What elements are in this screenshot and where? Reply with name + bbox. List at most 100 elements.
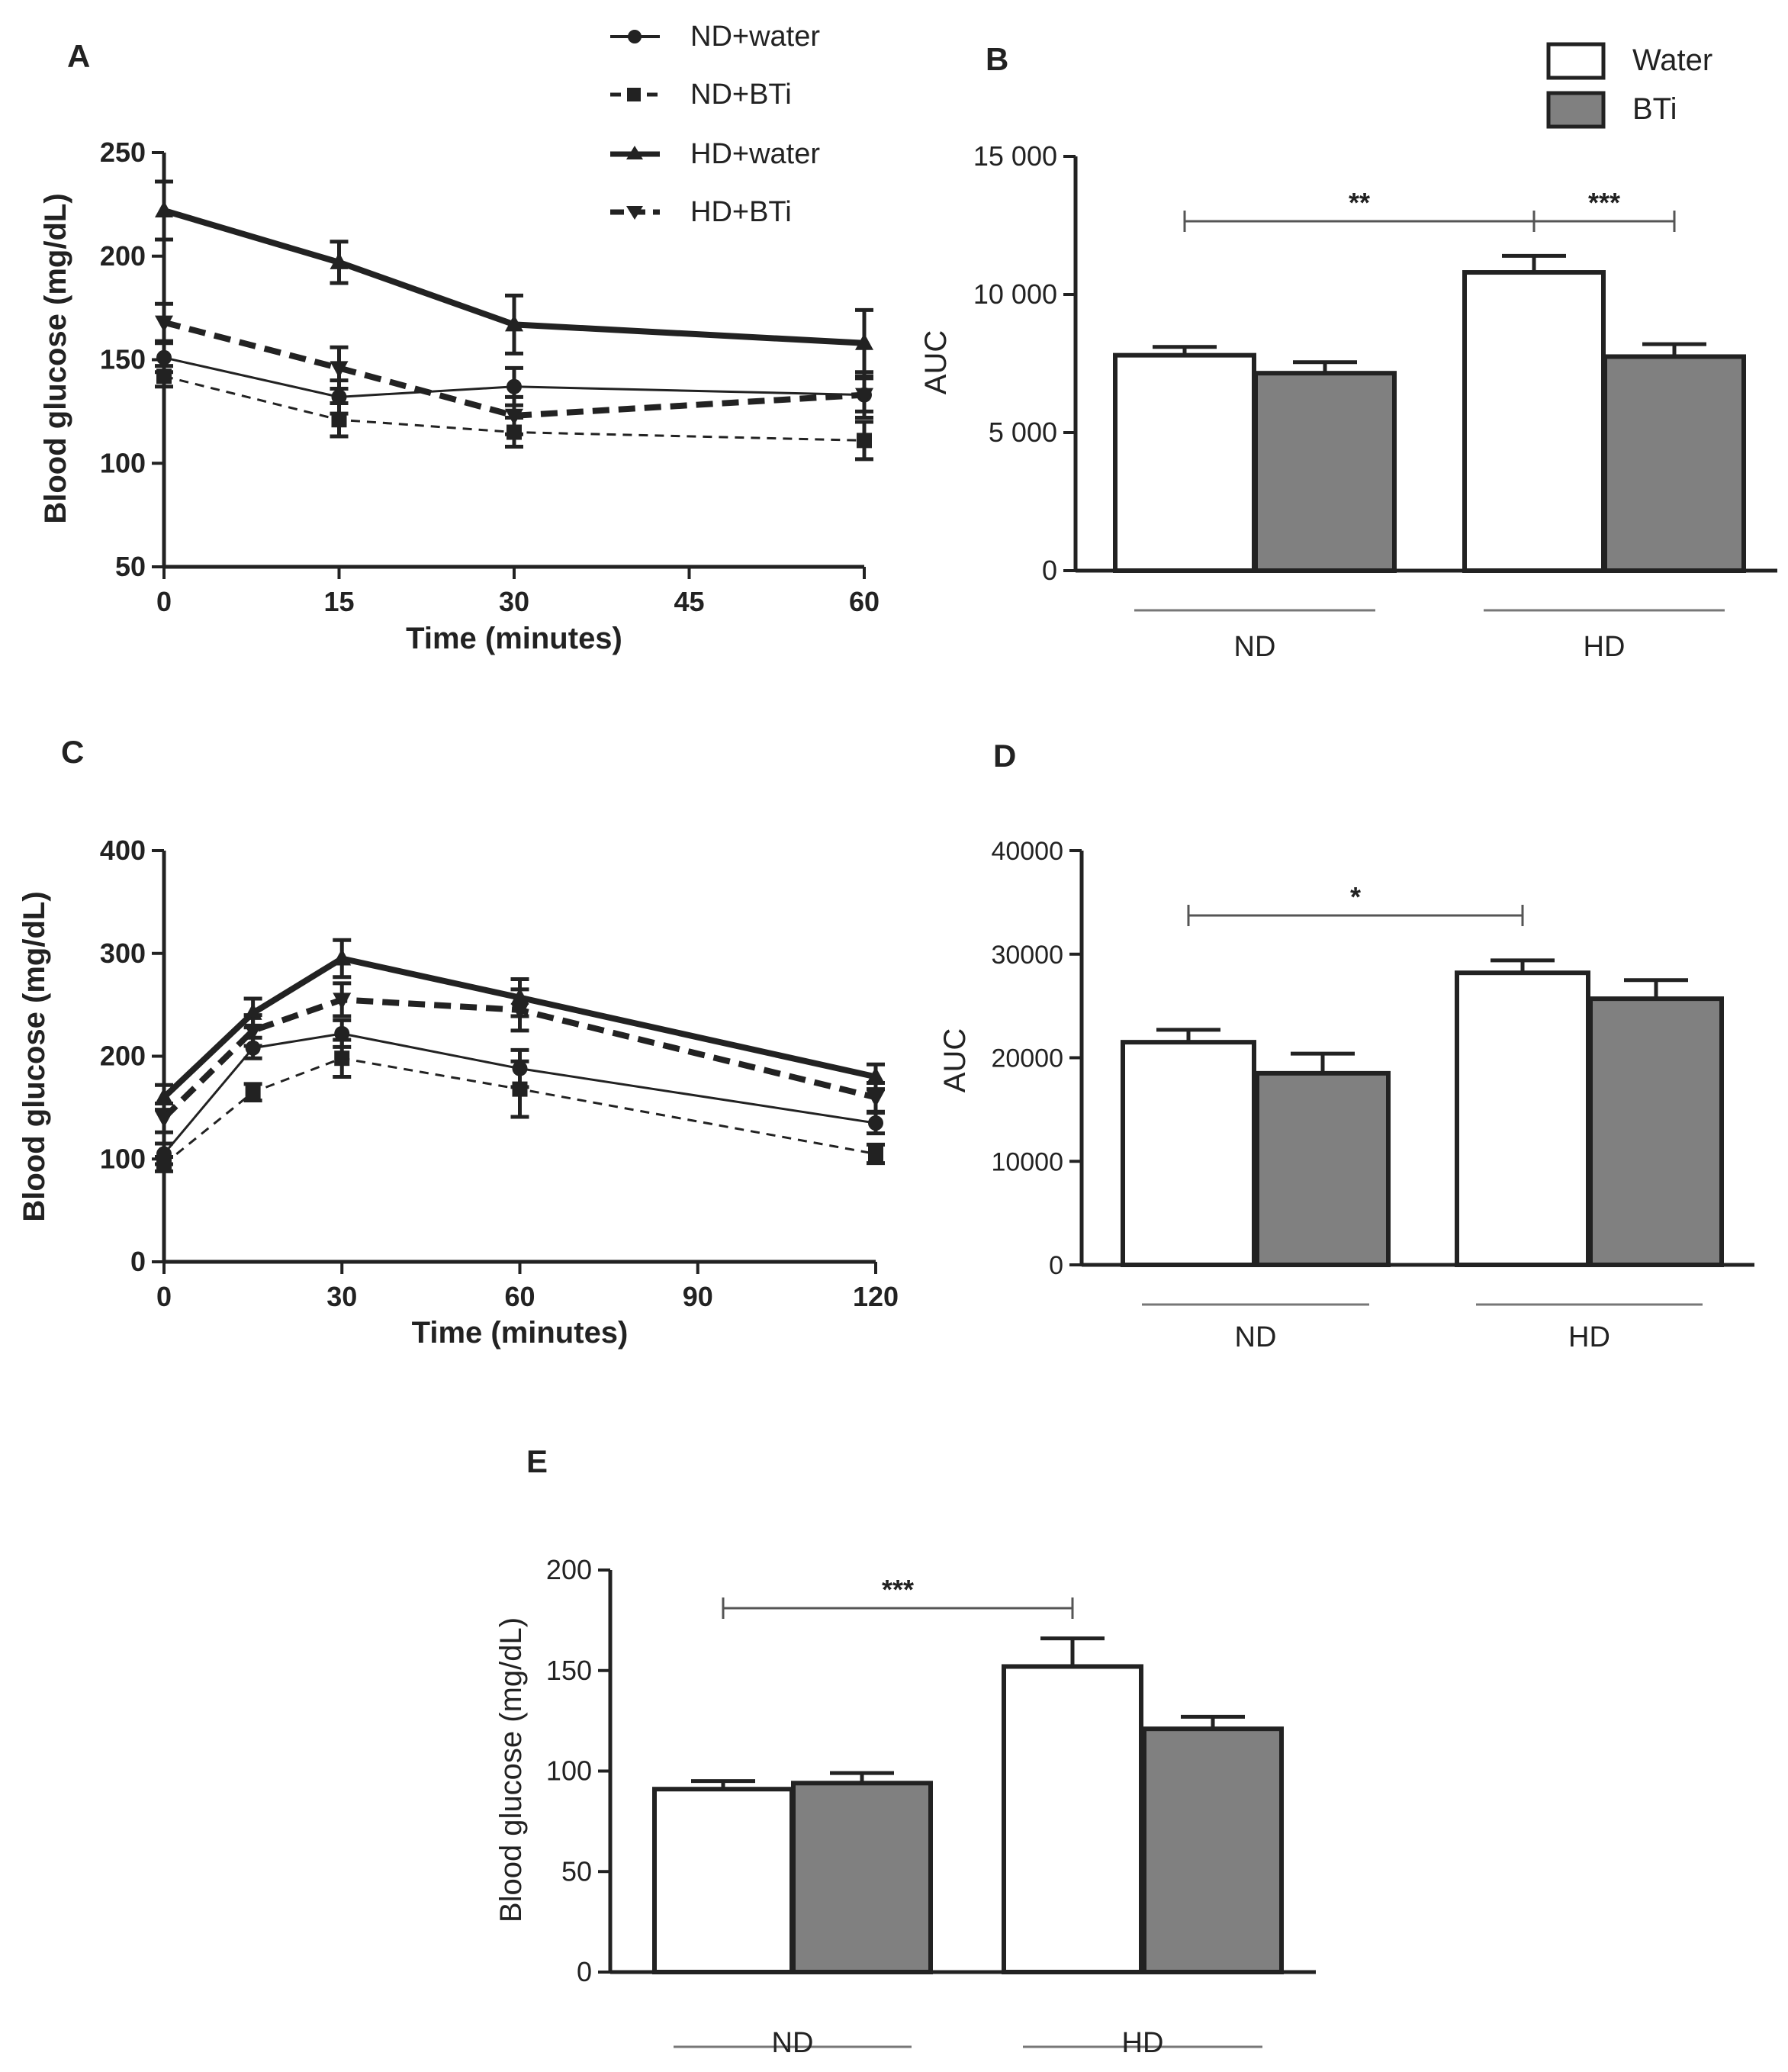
- data-point: [331, 412, 347, 428]
- legend-circle-marker: [628, 30, 642, 43]
- bar: [652, 1787, 794, 1975]
- y-tick-label: 10000: [991, 1147, 1063, 1176]
- panel-label-b: B: [986, 41, 1008, 77]
- x-tick-label: 60: [504, 1281, 535, 1312]
- x-tick-label: 30: [499, 586, 529, 617]
- y-axis-title: Blood glucose (mg/dL): [18, 891, 51, 1221]
- bar: [1462, 270, 1606, 573]
- legend-swatch-bti: [1546, 91, 1606, 129]
- bar: [1455, 970, 1590, 1268]
- legend-entry-nd-bti: ND+BTi: [610, 79, 792, 111]
- data-point: [155, 1087, 173, 1105]
- panel-label-e: E: [526, 1443, 548, 1479]
- bar: [1253, 371, 1397, 573]
- y-tick-label: 200: [546, 1554, 592, 1585]
- legend-triangle-down-marker: [626, 206, 643, 220]
- data-point: [505, 314, 523, 332]
- data-point: [330, 252, 349, 269]
- bar: [1588, 996, 1724, 1268]
- bar: [1002, 1664, 1143, 1974]
- data-point: [155, 1111, 173, 1128]
- y-tick-label: 30000: [991, 941, 1063, 970]
- data-point: [155, 315, 173, 333]
- bar: [1113, 352, 1256, 573]
- legend-label: HD+BTi: [690, 196, 792, 228]
- data-point: [245, 1084, 261, 1100]
- y-tick-label: 200: [100, 1041, 146, 1072]
- legend-swatch-water: [1546, 42, 1606, 80]
- data-point: [243, 1023, 262, 1041]
- data-point: [512, 1081, 528, 1097]
- y-tick-label: 150: [100, 344, 146, 375]
- y-tick-label: 10 000: [973, 278, 1057, 310]
- x-tick-label: 90: [683, 1281, 713, 1312]
- bar-hd-water: [1455, 958, 1590, 1268]
- data-point: [868, 1115, 883, 1131]
- significance-bracket: *: [1187, 881, 1524, 926]
- y-tick-label: 0: [130, 1246, 146, 1277]
- chart-panel-d: 0 10000 20000 30000 40000 AUC ND HD *: [938, 837, 1754, 1353]
- bar: [1603, 354, 1746, 573]
- data-point: [156, 349, 172, 365]
- y-tick-label: 50: [115, 551, 146, 582]
- chart-panel-a: 50 100 150 200 250 Blood glucose (mg/dL) 0 15 30…: [39, 137, 880, 655]
- y-tick-label: 0: [1049, 1251, 1063, 1280]
- x-tick-label: 120: [853, 1281, 899, 1312]
- bar-legend: Water BTi: [1546, 42, 1712, 129]
- y-tick-label: 100: [100, 447, 146, 478]
- data-point: [330, 361, 349, 378]
- data-point: [868, 1146, 883, 1162]
- legend-label: ND+water: [690, 21, 820, 53]
- bar-nd-water: [1121, 1028, 1256, 1267]
- panel-label-c: C: [61, 734, 84, 770]
- legend-entry-hd-water: HD+water: [610, 138, 820, 170]
- data-point: [855, 388, 873, 405]
- x-tick-label: 0: [156, 586, 172, 617]
- significance-bracket: ***: [1532, 187, 1676, 232]
- group-label: HD: [1584, 631, 1626, 663]
- data-point: [857, 433, 872, 449]
- x-tick-label: 45: [674, 586, 704, 617]
- group-label: ND: [1234, 631, 1276, 663]
- group-label: ND: [1235, 1321, 1277, 1353]
- y-tick-label: 50: [561, 1855, 592, 1887]
- series-nd-bti: [155, 1038, 885, 1173]
- group-label: HD: [1122, 2027, 1164, 2059]
- y-tick-label: 0: [577, 1956, 592, 1987]
- data-point: [333, 948, 352, 966]
- x-axis-title: Time (minutes): [412, 1316, 629, 1350]
- y-tick-label: 150: [546, 1655, 592, 1686]
- data-point: [505, 408, 523, 426]
- series-line: [162, 319, 865, 419]
- data-point: [510, 1002, 529, 1020]
- bar-nd-bti: [791, 1771, 933, 1975]
- y-axis-title: Blood glucose (mg/dL): [494, 1617, 528, 1922]
- bar: [1255, 1070, 1391, 1268]
- bar-nd-water: [652, 1779, 794, 1975]
- y-tick-label: 250: [100, 137, 146, 168]
- x-tick-label: 15: [323, 586, 354, 617]
- series-hd-bti: [155, 981, 885, 1134]
- legend-entry-nd-water: ND+water: [610, 21, 820, 53]
- data-point: [155, 201, 173, 218]
- x-axis-title: Time (minutes): [406, 622, 622, 655]
- data-point: [334, 1025, 350, 1041]
- significance-label: ***: [1588, 187, 1620, 218]
- data-point: [156, 1156, 172, 1172]
- line-legend: ND+water ND+BTi HD+water HD+BTi: [610, 21, 820, 228]
- y-tick-label: 200: [100, 240, 146, 272]
- panel-label-d: D: [993, 738, 1016, 774]
- data-point: [156, 368, 172, 384]
- bar: [791, 1781, 933, 1975]
- bar-hd-bti: [1603, 342, 1746, 573]
- legend-entry-hd-bti: HD+BTi: [610, 196, 792, 228]
- bar-hd-water: [1462, 253, 1606, 573]
- y-tick-label: 300: [100, 938, 146, 969]
- data-point: [333, 993, 352, 1010]
- bar-hd-water: [1002, 1636, 1143, 1974]
- legend-label-water: Water: [1632, 43, 1712, 77]
- series-hd-bti: [155, 301, 873, 436]
- charts: 50 100 150 200 250 Blood glucose (mg/dL) 0 15 30…: [18, 137, 1777, 2059]
- group-label: HD: [1568, 1321, 1610, 1353]
